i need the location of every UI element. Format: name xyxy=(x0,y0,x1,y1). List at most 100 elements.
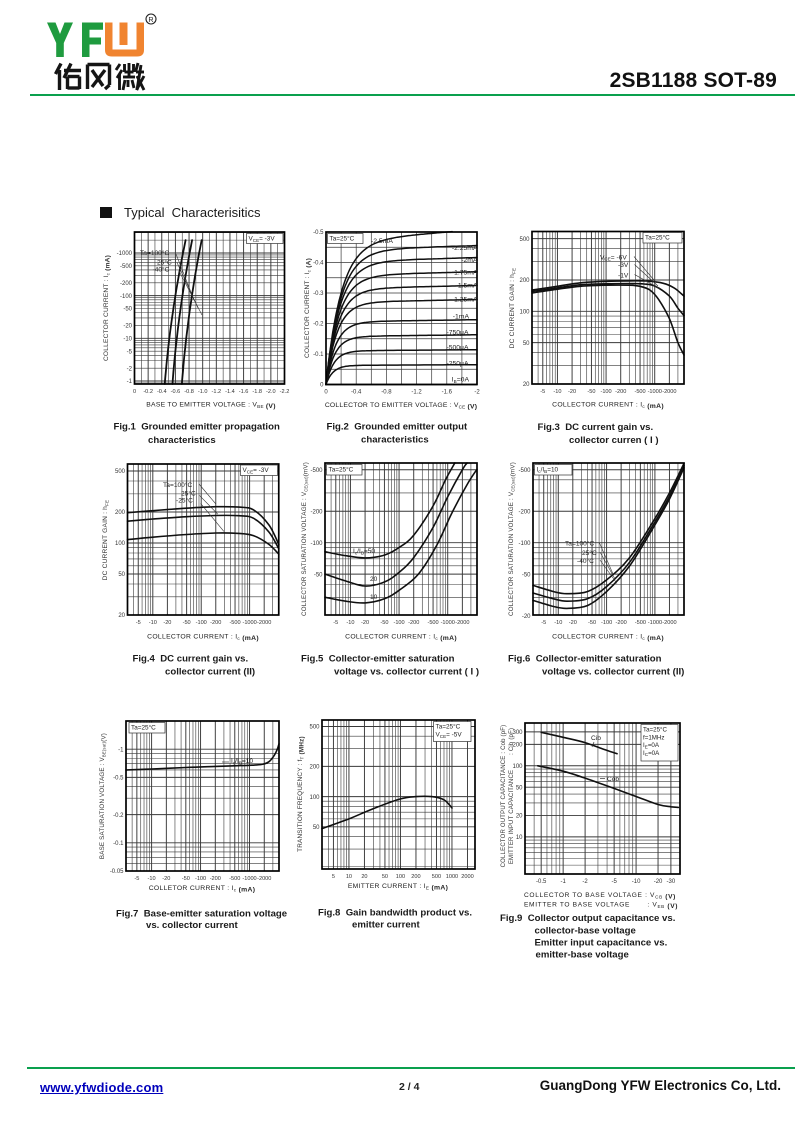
svg-text:-50: -50 xyxy=(123,307,132,313)
svg-text:-2.5mA: -2.5mA xyxy=(371,238,393,245)
svg-text:-1V: -1V xyxy=(618,272,629,279)
svg-text:Fig.5 Collector-emitter satur: Fig.5 Collector-emitter saturation xyxy=(301,654,455,665)
svg-text:DC CURRENT GAIN : hFE: DC CURRENT GAIN : hFE xyxy=(102,500,109,581)
svg-text:-0.2: -0.2 xyxy=(313,322,324,328)
svg-text:-2.0: -2.0 xyxy=(266,389,276,395)
svg-text:-1000: -1000 xyxy=(648,620,662,626)
svg-text:-100: -100 xyxy=(195,876,206,882)
svg-text:COLLECTOR CURRENT : Ic (mA): COLLECTOR CURRENT : Ic (mA) xyxy=(552,402,664,410)
svg-text:Fig.7 Base-emitter saturation: Fig.7 Base-emitter saturation voltage xyxy=(116,909,287,920)
svg-text:-0.5: -0.5 xyxy=(313,230,324,236)
svg-text:Fig.8 Gain bandwidth product: Fig.8 Gain bandwidth product vs. xyxy=(318,908,472,919)
svg-text:-1.0: -1.0 xyxy=(198,389,208,395)
svg-text:vs. collector current: vs. collector current xyxy=(146,920,239,931)
svg-text:-0.2: -0.2 xyxy=(143,389,153,395)
svg-text:VCE= -5V: VCE= -5V xyxy=(436,732,463,739)
svg-text:-1.75mA: -1.75mA xyxy=(452,270,478,277)
svg-text:Fig.3 DC current gain vs.: Fig.3 DC current gain vs. xyxy=(538,422,654,433)
svg-text:Ta=25°C: Ta=25°C xyxy=(131,724,156,732)
svg-text:IC=0A: IC=0A xyxy=(643,750,660,757)
svg-text:COLLECTOR TO EMITTER VOLTAG: COLLECTOR TO EMITTER VOLTAGE : VCE (V) xyxy=(325,402,477,410)
svg-text:-0.4: -0.4 xyxy=(351,390,362,396)
svg-text:50: 50 xyxy=(382,874,388,880)
svg-text:-1mA: -1mA xyxy=(453,314,470,321)
svg-text:-500μA: -500μA xyxy=(446,345,469,352)
svg-text:-0.1: -0.1 xyxy=(113,841,124,847)
svg-text:5: 5 xyxy=(332,874,335,880)
svg-text:-500: -500 xyxy=(427,620,438,626)
svg-text:-500: -500 xyxy=(229,620,240,626)
svg-text:DC CURRENT GAIN : hFE: DC CURRENT GAIN : hFE xyxy=(509,268,516,349)
svg-text:-100: -100 xyxy=(196,620,207,626)
svg-text:BASE TO EMITTER VOLTAGE : V: BASE TO EMITTER VOLTAGE : VBE (V) xyxy=(146,402,275,410)
svg-text:-2: -2 xyxy=(127,366,133,372)
svg-text:Fig.4 DC current gain vs.: Fig.4 DC current gain vs. xyxy=(133,654,249,665)
svg-text:Cib: Cib xyxy=(591,735,601,742)
svg-text:-2: -2 xyxy=(582,879,588,885)
svg-text:COLLECTOR CURRENT : Ic (mA): COLLECTOR CURRENT : Ic (mA) xyxy=(552,634,664,642)
svg-text:-10: -10 xyxy=(346,620,354,626)
svg-text:-20: -20 xyxy=(163,620,171,626)
svg-text:Ta=25°C: Ta=25°C xyxy=(643,727,668,734)
svg-text:Ta=25°C: Ta=25°C xyxy=(436,723,461,731)
svg-text:Ta=100°C: Ta=100°C xyxy=(163,481,192,489)
svg-text:-10: -10 xyxy=(632,879,641,885)
svg-text:-0.5: -0.5 xyxy=(113,776,124,782)
svg-text:-5: -5 xyxy=(136,620,141,626)
svg-text:Ta=25°C: Ta=25°C xyxy=(645,234,670,242)
svg-text:-1.6: -1.6 xyxy=(239,389,249,395)
svg-text:Ta=100°C: Ta=100°C xyxy=(140,249,169,257)
svg-text:f=1MHz: f=1MHz xyxy=(643,734,665,741)
svg-text:Ta=25°C: Ta=25°C xyxy=(329,466,354,474)
svg-text:-500: -500 xyxy=(120,264,133,270)
svg-text:-0.3: -0.3 xyxy=(313,291,324,297)
svg-text:-0.4: -0.4 xyxy=(313,261,324,267)
svg-text:emitter current: emitter current xyxy=(352,920,421,931)
svg-text:50: 50 xyxy=(523,341,530,347)
svg-text:R: R xyxy=(148,15,153,24)
svg-text:-20: -20 xyxy=(568,389,576,395)
svg-text:IE=0A: IE=0A xyxy=(643,742,660,749)
svg-text:-0.1: -0.1 xyxy=(313,352,324,358)
svg-text:-40°C: -40°C xyxy=(577,557,594,565)
svg-text:-100: -100 xyxy=(518,541,531,547)
svg-text:-100: -100 xyxy=(601,620,612,626)
svg-text:emitter-base voltage: emitter-base voltage xyxy=(536,950,629,961)
svg-text:-0.2: -0.2 xyxy=(113,813,124,819)
svg-text:20: 20 xyxy=(118,613,125,619)
svg-text:10: 10 xyxy=(346,874,352,880)
svg-text:200: 200 xyxy=(519,278,530,284)
svg-text:COLLECTOR CURRENT : Ic (A): COLLECTOR CURRENT : Ic (A) xyxy=(304,258,312,358)
svg-text:-5: -5 xyxy=(127,349,133,355)
svg-text:-2.2: -2.2 xyxy=(280,389,290,395)
svg-text:-2000: -2000 xyxy=(662,389,676,395)
svg-text:-500: -500 xyxy=(310,468,323,474)
svg-text:-50: -50 xyxy=(522,572,531,578)
svg-text:500: 500 xyxy=(115,469,126,475)
svg-text:-0.5: -0.5 xyxy=(536,879,547,885)
svg-text:characteristics: characteristics xyxy=(148,435,216,446)
svg-text:-1: -1 xyxy=(127,379,133,385)
svg-text:-1000: -1000 xyxy=(441,620,455,626)
svg-text:-1.2: -1.2 xyxy=(211,389,221,395)
svg-text:Ic/IB=50: Ic/IB=50 xyxy=(353,548,375,555)
svg-text:Fig.9 Collector output capaci: Fig.9 Collector output capacitance vs. xyxy=(500,913,675,924)
svg-text:50: 50 xyxy=(313,825,320,831)
svg-text:-1.2: -1.2 xyxy=(411,390,422,396)
svg-text:25°C: 25°C xyxy=(181,489,196,497)
svg-text:EMITTER TO BASE VOLTAGE: EMITTER TO BASE VOLTAGE : VEB (V) xyxy=(524,902,678,910)
svg-text:-10: -10 xyxy=(149,620,157,626)
svg-text:-20: -20 xyxy=(522,614,531,620)
svg-text:EMITTER CURRENT : IE (mA): EMITTER CURRENT : IE (mA) xyxy=(348,883,448,891)
svg-text:-500: -500 xyxy=(634,389,645,395)
svg-text:-200: -200 xyxy=(615,389,626,395)
svg-text:-5: -5 xyxy=(611,879,617,885)
svg-text:-5: -5 xyxy=(134,876,139,882)
svg-text:20: 20 xyxy=(516,814,523,820)
svg-text:-5: -5 xyxy=(333,620,338,626)
svg-text:COLLECTOR CURRENT : Ic (mA): COLLECTOR CURRENT : Ic (mA) xyxy=(345,634,457,642)
svg-text:-0.8: -0.8 xyxy=(184,389,194,395)
svg-text:-1000: -1000 xyxy=(242,876,256,882)
svg-text:0: 0 xyxy=(324,390,328,396)
svg-text:-1: -1 xyxy=(560,879,566,885)
